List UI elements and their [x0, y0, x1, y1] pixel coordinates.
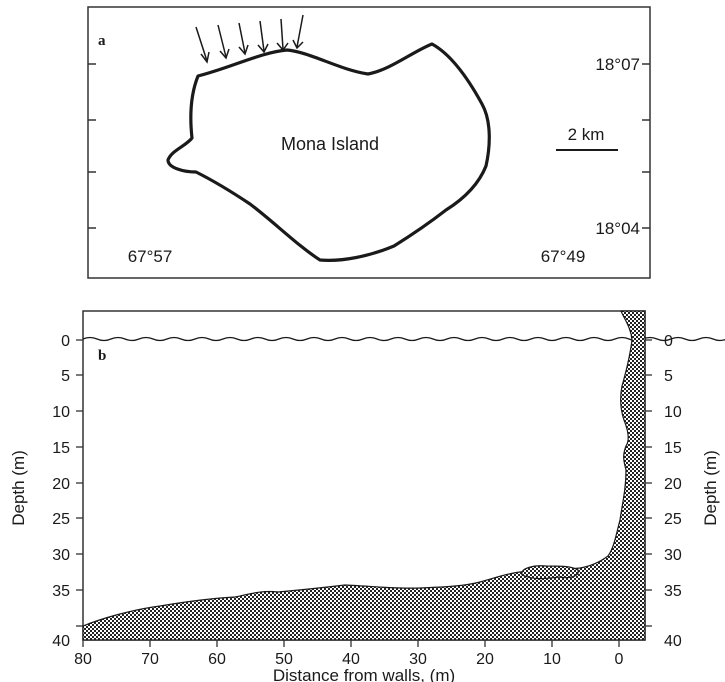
y-tick-right: 15 [664, 440, 682, 457]
y-tick-left: 40 [52, 633, 70, 650]
map-frame-ticks [88, 63, 650, 229]
longitude-right: 67°49 [541, 247, 586, 266]
island-label: Mona Island [281, 134, 379, 154]
y-axis-right: 0 5 10 15 20 25 30 35 40 Depth (m) [645, 333, 720, 650]
map-panel: a Mona Island 2 km 18°07 18°04 67°57 67°… [87, 6, 651, 279]
scale-bar-label: 2 km [568, 125, 605, 144]
x-tick: 0 [615, 651, 624, 668]
x-tick: 60 [208, 651, 226, 668]
y-tick-right: 0 [664, 333, 673, 350]
y-tick-right: 5 [664, 368, 673, 385]
latitude-top: 18°07 [595, 55, 640, 74]
x-tick: 30 [409, 651, 427, 668]
y-tick-right: 35 [664, 583, 682, 600]
longitude-left: 67°57 [128, 247, 173, 266]
y-tick-right: 30 [664, 547, 682, 564]
y-axis-title-right: Depth (m) [701, 450, 720, 526]
y-tick-left: 0 [61, 333, 70, 350]
y-axis-title-left: Depth (m) [9, 450, 28, 526]
arrow-icon [217, 24, 227, 58]
x-tick: 10 [543, 651, 561, 668]
y-tick-left: 10 [52, 404, 70, 421]
y-tick-left: 25 [52, 511, 70, 528]
y-axis-left: 0 5 10 15 20 25 30 35 40 Depth (m) [9, 333, 83, 650]
seafloor-profile [82, 310, 646, 641]
y-tick-left: 5 [61, 368, 70, 385]
arrow-icon [195, 26, 208, 62]
profile-panel: b 0 5 10 15 20 25 30 35 40 Depth (m) [9, 310, 725, 682]
arrow-icon [238, 22, 246, 54]
y-tick-right: 25 [664, 511, 682, 528]
mona-island-outline [166, 42, 491, 262]
arrow-icon [259, 20, 265, 52]
y-tick-right: 10 [664, 404, 682, 421]
latitude-bottom: 18°04 [595, 219, 640, 238]
y-tick-left: 35 [52, 583, 70, 600]
reef-overhang [521, 565, 579, 580]
panel-b-letter: b [98, 348, 106, 364]
sea-surface-line [82, 336, 725, 342]
x-axis-title: Distance from walls, (m) [273, 666, 455, 682]
x-axis: 80 70 60 50 40 30 20 10 0 Distance from … [74, 640, 624, 682]
y-tick-right: 20 [664, 476, 682, 493]
x-tick: 70 [141, 651, 159, 668]
x-tick: 80 [74, 651, 92, 668]
y-tick-left: 20 [52, 476, 70, 493]
x-tick: 40 [342, 651, 360, 668]
y-tick-right: 40 [664, 633, 682, 650]
arrow-icon [280, 18, 284, 50]
y-tick-left: 30 [52, 547, 70, 564]
map-frame [87, 6, 651, 279]
arrow-icon [296, 14, 304, 48]
panel-a-letter: a [98, 33, 106, 49]
x-tick: 50 [275, 651, 293, 668]
x-tick: 20 [476, 651, 494, 668]
wave-direction-arrows [195, 14, 304, 64]
y-tick-left: 15 [52, 440, 70, 457]
